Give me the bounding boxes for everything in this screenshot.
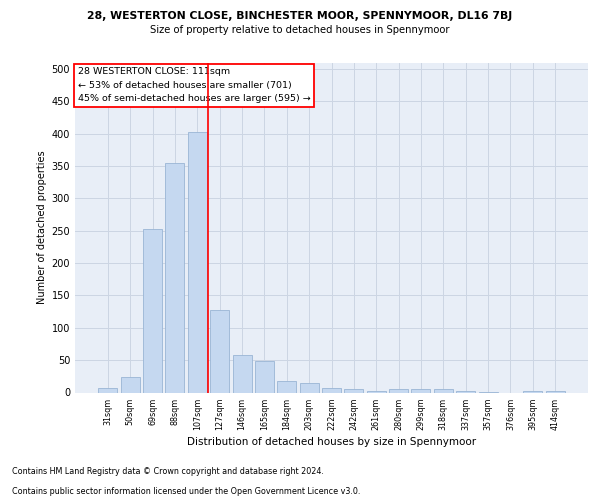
Text: 28 WESTERTON CLOSE: 111sqm
← 53% of detached houses are smaller (701)
45% of sem: 28 WESTERTON CLOSE: 111sqm ← 53% of deta… [77,68,310,103]
Bar [233,355,251,393]
Y-axis label: Number of detached properties: Number of detached properties [37,150,47,304]
Bar [322,388,341,392]
Bar [299,384,319,392]
Text: Contains public sector information licensed under the Open Government Licence v3: Contains public sector information licen… [12,487,361,496]
Bar [188,132,207,392]
Bar [344,390,364,392]
Bar [166,164,184,392]
Bar [434,390,453,392]
Bar [255,361,274,392]
Bar [412,388,430,392]
Bar [456,390,475,392]
Text: 28, WESTERTON CLOSE, BINCHESTER MOOR, SPENNYMOOR, DL16 7BJ: 28, WESTERTON CLOSE, BINCHESTER MOOR, SP… [88,11,512,21]
Bar [277,381,296,392]
Bar [98,388,118,392]
Bar [389,388,408,392]
Bar [121,377,140,392]
Bar [523,391,542,392]
Bar [210,310,229,392]
Bar [143,230,162,392]
X-axis label: Distribution of detached houses by size in Spennymoor: Distribution of detached houses by size … [187,437,476,447]
Text: Size of property relative to detached houses in Spennymoor: Size of property relative to detached ho… [150,25,450,35]
Bar [545,391,565,392]
Text: Contains HM Land Registry data © Crown copyright and database right 2024.: Contains HM Land Registry data © Crown c… [12,467,324,476]
Bar [367,391,386,392]
